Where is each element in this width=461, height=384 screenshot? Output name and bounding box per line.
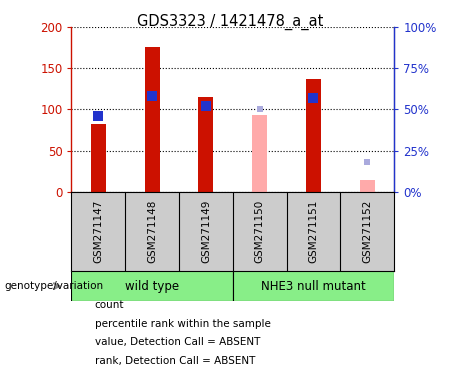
Text: GSM271147: GSM271147 bbox=[93, 200, 103, 263]
Text: value, Detection Call = ABSENT: value, Detection Call = ABSENT bbox=[95, 337, 260, 347]
Text: GSM271148: GSM271148 bbox=[147, 200, 157, 263]
Bar bbox=[360, 180, 375, 192]
Text: GSM271149: GSM271149 bbox=[201, 200, 211, 263]
Text: GSM271152: GSM271152 bbox=[362, 200, 372, 263]
Bar bbox=[233, 271, 394, 301]
Text: GDS3323 / 1421478_a_at: GDS3323 / 1421478_a_at bbox=[137, 13, 324, 30]
Text: NHE3 null mutant: NHE3 null mutant bbox=[261, 280, 366, 293]
Bar bbox=[145, 47, 160, 192]
Text: GSM271151: GSM271151 bbox=[308, 200, 319, 263]
Text: GSM271150: GSM271150 bbox=[254, 200, 265, 263]
Bar bbox=[306, 79, 321, 192]
Text: percentile rank within the sample: percentile rank within the sample bbox=[95, 319, 271, 329]
Text: count: count bbox=[95, 300, 124, 310]
Text: genotype/variation: genotype/variation bbox=[5, 281, 104, 291]
Bar bbox=[71, 271, 233, 301]
Text: rank, Detection Call = ABSENT: rank, Detection Call = ABSENT bbox=[95, 356, 255, 366]
Bar bbox=[252, 115, 267, 192]
Bar bbox=[198, 97, 213, 192]
Text: wild type: wild type bbox=[125, 280, 179, 293]
Bar bbox=[91, 124, 106, 192]
